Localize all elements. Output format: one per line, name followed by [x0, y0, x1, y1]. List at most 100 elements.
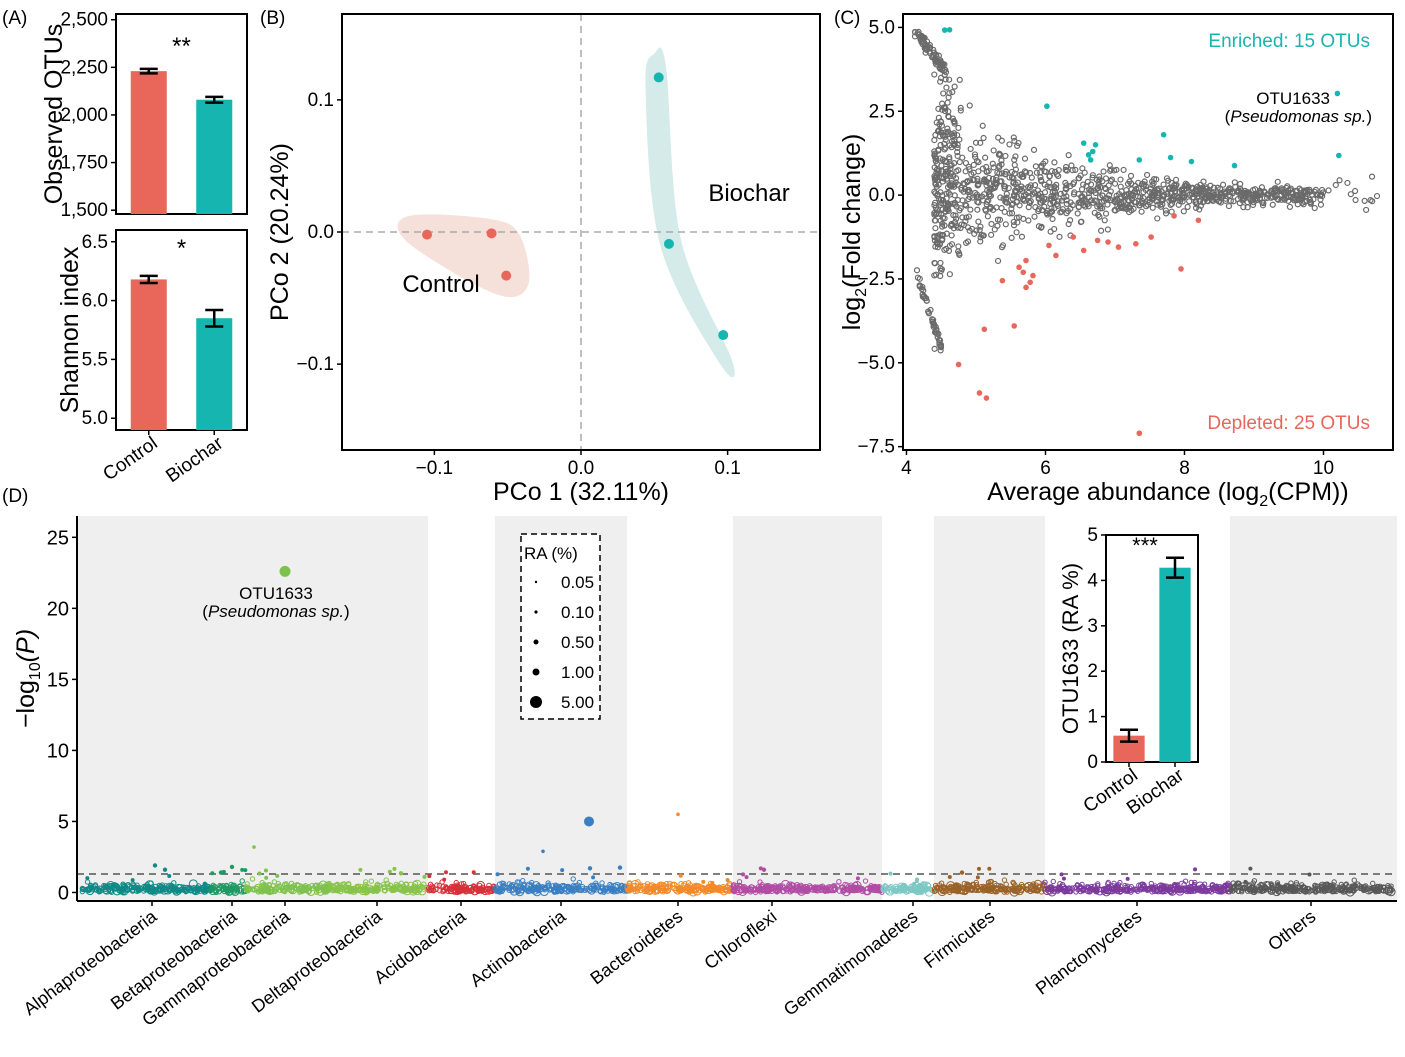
gray-point	[1249, 196, 1257, 203]
otu-point	[380, 881, 387, 888]
gray-point	[1066, 217, 1074, 224]
gray-point	[1181, 194, 1188, 201]
otu-point	[560, 868, 565, 873]
depleted-point	[1195, 217, 1202, 224]
otu-point	[545, 883, 551, 889]
otu-point	[1236, 883, 1242, 890]
gray-point	[1286, 203, 1294, 211]
gray-point	[1002, 221, 1009, 228]
otu-point	[152, 863, 158, 868]
otu-point	[271, 888, 278, 894]
x-tick-label: 8	[1179, 458, 1190, 479]
otu-point	[295, 882, 302, 889]
gray-point	[1095, 182, 1102, 189]
gray-point	[997, 194, 1004, 201]
legend-size-marker	[533, 639, 539, 645]
gray-point	[915, 28, 922, 36]
gray-point	[1363, 206, 1370, 214]
gray-point	[932, 243, 939, 250]
otu-point	[570, 876, 576, 882]
gray-point	[977, 223, 984, 230]
gray-point	[986, 191, 993, 198]
otu-point	[79, 886, 86, 893]
gray-point	[1192, 204, 1200, 212]
gray-point	[1106, 162, 1113, 169]
gray-point	[1035, 208, 1042, 215]
otu-point	[725, 877, 730, 882]
otu-point	[634, 888, 641, 894]
gray-point	[1237, 187, 1245, 194]
y-axis-label-subscript: 10	[27, 662, 44, 680]
otu-point	[1056, 886, 1062, 892]
otu-point	[245, 887, 251, 894]
otu-point	[256, 887, 263, 894]
gray-point	[1150, 193, 1157, 200]
otu-point	[555, 885, 562, 891]
gray-point	[1107, 167, 1114, 174]
gray-point	[927, 50, 934, 57]
gray-point	[1344, 179, 1351, 187]
gray-point	[1056, 233, 1063, 240]
depleted-point	[999, 277, 1006, 284]
gray-point	[990, 164, 997, 171]
otu-point	[451, 884, 461, 894]
gray-point	[1178, 186, 1185, 193]
enriched-point	[1334, 90, 1341, 97]
y-axis-label-subscript: 2	[853, 288, 870, 297]
gray-point	[1090, 199, 1097, 206]
gray-point	[1352, 187, 1359, 195]
gray-point	[1311, 188, 1318, 195]
otu-point	[1306, 886, 1313, 892]
otu-point	[131, 882, 137, 889]
otu-point	[752, 886, 758, 893]
otu-point	[565, 888, 572, 895]
otu-point	[716, 887, 722, 894]
otu-point	[467, 884, 474, 891]
gray-point	[971, 151, 979, 158]
gray-point	[941, 215, 948, 222]
otu-point	[761, 867, 767, 872]
gray-point	[1063, 210, 1070, 217]
otu-point	[375, 885, 381, 891]
y-tick-label: 2,250	[60, 57, 108, 78]
depleted-point	[1105, 239, 1111, 245]
otu-point	[202, 881, 207, 886]
otu-point	[202, 887, 209, 894]
x-axis-label-subscript: 2	[1259, 493, 1268, 510]
gray-point	[946, 154, 953, 161]
otu-point	[959, 888, 966, 894]
gray-point	[995, 151, 1003, 158]
depleted-point	[1171, 213, 1177, 219]
gray-point	[964, 238, 972, 245]
gray-point	[1026, 184, 1034, 191]
gray-point	[919, 293, 926, 300]
gray-point	[963, 202, 970, 209]
points-planctomycetes	[1042, 867, 1234, 897]
otu-point	[614, 883, 620, 890]
depleted-point	[1070, 234, 1077, 240]
depleted-point	[1094, 237, 1101, 244]
otu-point	[301, 884, 307, 890]
gray-point	[1193, 201, 1200, 208]
otu-point	[915, 884, 921, 890]
gray-point	[970, 161, 977, 169]
points-bacteroidetes	[624, 873, 736, 897]
otu-point	[180, 884, 187, 890]
depleted-point	[1030, 272, 1036, 279]
point-biochar	[653, 72, 664, 83]
gray-point	[1114, 203, 1121, 210]
otu-point	[147, 888, 153, 894]
gray-point	[939, 231, 947, 239]
otu-point	[240, 867, 245, 872]
otu-point	[902, 885, 908, 892]
x-tick-label: Others	[1264, 906, 1319, 954]
x-axis-label-tail: (CPM))	[1268, 478, 1349, 506]
otu-point	[758, 866, 763, 871]
otu-point	[314, 885, 320, 891]
otu-point	[1348, 885, 1354, 892]
gray-point	[932, 180, 939, 187]
gray-point	[931, 136, 938, 144]
otu-point	[1312, 885, 1318, 892]
gray-point	[1158, 197, 1166, 204]
otu-point	[994, 885, 1000, 892]
